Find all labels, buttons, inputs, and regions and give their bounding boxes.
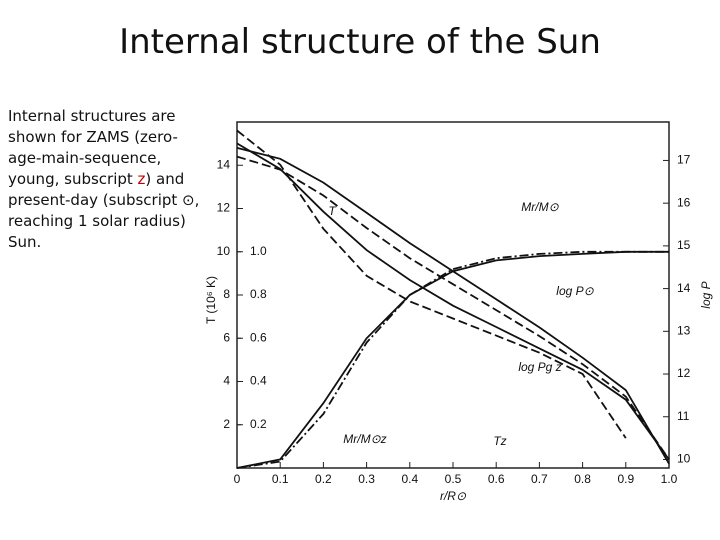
- series-label: Mr/M⊙z: [343, 432, 386, 446]
- x-tick-label: 0.2: [315, 472, 332, 486]
- m-tick-label: 1.0: [250, 244, 267, 258]
- series-label: T: [328, 204, 337, 218]
- y-axis-title: T (10⁶ K): [204, 276, 218, 324]
- plot-frame: [236, 121, 670, 469]
- m-tick-label: 0.8: [250, 287, 267, 301]
- y-tick-label: 14: [217, 157, 231, 171]
- x-tick-label: 0.6: [488, 472, 505, 486]
- series-line: [236, 250, 669, 469]
- x-tick-label: 0.5: [445, 472, 462, 486]
- description: Internal structures are shown for ZAMS (…: [8, 106, 203, 253]
- series-label: log Pg z: [518, 360, 561, 374]
- text: Internal structures are shown for ZAMS (…: [8, 107, 178, 188]
- series-label: Tz: [493, 434, 506, 448]
- series-label: Mr/M⊙: [521, 200, 559, 214]
- x-tick-label: 1.0: [661, 472, 678, 486]
- y2-tick-label: 16: [677, 195, 691, 209]
- m-tick-label: 0.2: [250, 417, 267, 431]
- x-axis-title: r/R⊙: [440, 489, 467, 503]
- x-tick-label: 0.4: [401, 472, 418, 486]
- text: z: [137, 170, 146, 188]
- x-tick-label: 0.1: [272, 472, 289, 486]
- y-tick-label: 8: [223, 287, 230, 301]
- series-line: [236, 250, 669, 469]
- y2-tick-label: 10: [677, 452, 691, 466]
- series-line: [236, 129, 627, 439]
- y-tick-label: 2: [223, 417, 230, 431]
- y-tick-label: 12: [217, 201, 231, 215]
- y2-tick-label: 12: [677, 366, 691, 380]
- text: ) and present-day (subscript ⊙, reaching…: [8, 170, 200, 251]
- x-tick-label: 0.7: [531, 472, 548, 486]
- slide-title: Internal structure of the Sun: [119, 22, 601, 62]
- y2-tick-label: 11: [677, 409, 690, 423]
- x-tick-label: 0: [234, 472, 241, 486]
- y-tick-label: 10: [217, 244, 231, 258]
- series-line: [236, 155, 670, 460]
- y2-tick-label: 15: [677, 238, 691, 252]
- y2-tick-label: 14: [677, 281, 691, 295]
- x-tick-label: 0.8: [574, 472, 591, 486]
- y-tick-label: 4: [223, 374, 230, 388]
- series-label: log P⊙: [556, 284, 594, 298]
- m-tick-label: 0.4: [250, 374, 267, 388]
- x-tick-label: 0.3: [358, 472, 375, 486]
- y2-axis-title: log P: [699, 281, 713, 308]
- y2-tick-label: 13: [677, 323, 691, 337]
- series-line: [236, 142, 670, 461]
- m-tick-label: 0.6: [250, 330, 267, 344]
- x-tick-label: 0.9: [617, 472, 634, 486]
- y-tick-label: 6: [223, 330, 230, 344]
- y2-tick-label: 17: [677, 153, 691, 167]
